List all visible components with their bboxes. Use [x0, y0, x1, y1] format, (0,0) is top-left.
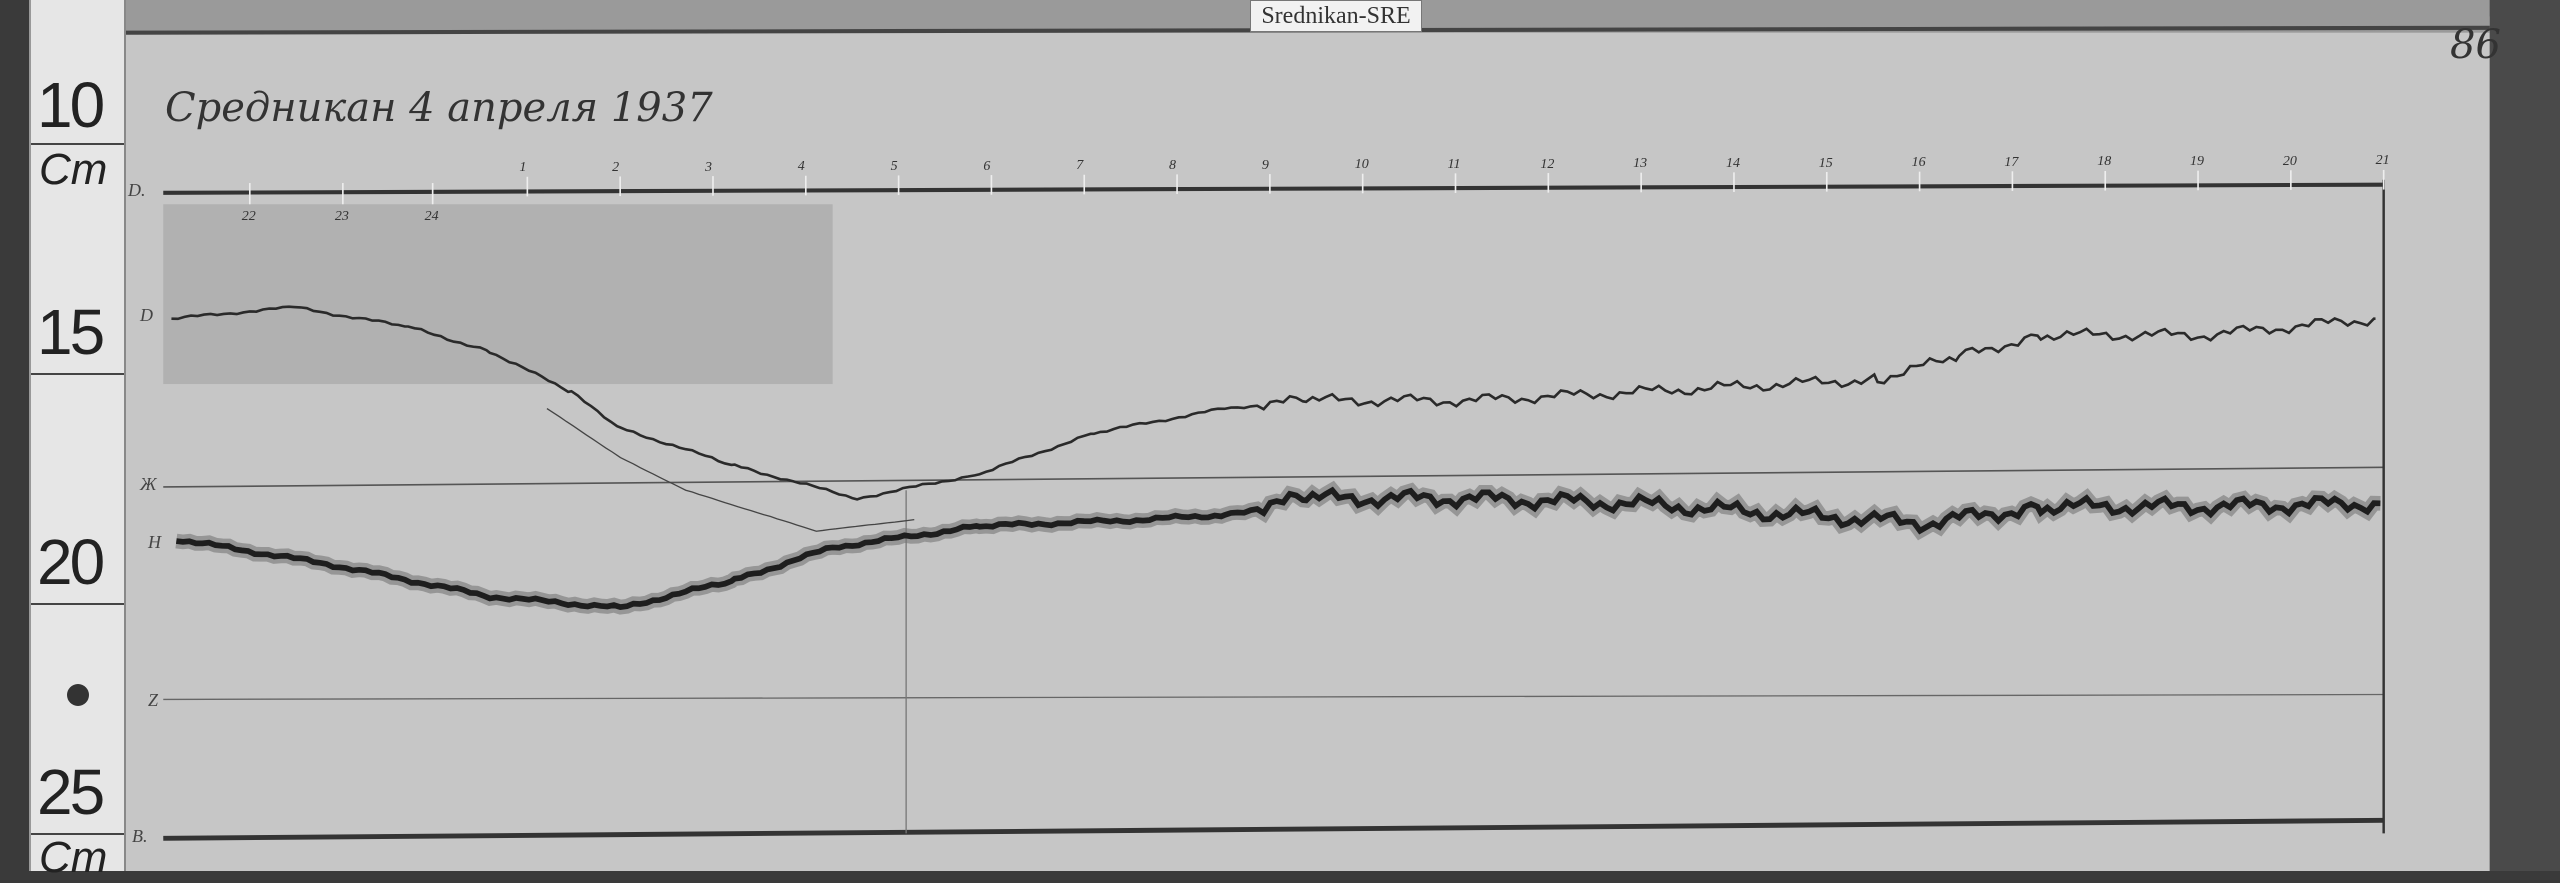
- station-label: Srednikan-SRE: [1250, 0, 1422, 32]
- trace-label: D: [140, 305, 153, 325]
- horizontal-trace: [175, 486, 2381, 610]
- hour-label: 7: [1076, 158, 1084, 174]
- hour-label: 1: [519, 160, 527, 176]
- hour-label: 15: [1818, 155, 1833, 171]
- ruler-hole: [67, 684, 89, 706]
- hour-label: 14: [1725, 155, 1740, 171]
- hour-label: 22: [241, 208, 256, 224]
- hour-label: 12: [1540, 156, 1555, 172]
- ruler: 10 Cm 15 20 25 Cm: [29, 0, 126, 882]
- ruler-line: [31, 143, 124, 145]
- hour-label: 24: [424, 208, 439, 224]
- hour-label: 3: [704, 159, 712, 175]
- ruler-unit: Cm: [39, 833, 108, 882]
- ruler-mark-10: 10: [37, 69, 105, 141]
- hour-label: 11: [1447, 156, 1461, 172]
- trace-label: H: [148, 532, 161, 552]
- hour-label: 2: [612, 159, 620, 175]
- trace-label: D.: [128, 180, 146, 200]
- ruler-mark-20: 20: [37, 526, 105, 598]
- exposure-band: [163, 204, 833, 385]
- hour-label: 13: [1633, 156, 1648, 172]
- declination-trace: [171, 305, 2376, 501]
- trace-label: Ж: [140, 474, 157, 494]
- ruler-unit: Cm: [39, 145, 108, 194]
- hour-label: 6: [983, 158, 991, 174]
- hour-label: 17: [2004, 154, 2019, 170]
- handwritten-title: Средникан 4 апреля 1937: [165, 85, 713, 131]
- baseline-top: [163, 182, 2384, 195]
- hour-label: 19: [2190, 154, 2205, 170]
- hour-label: 16: [1911, 155, 1926, 171]
- hour-label: 21: [2375, 153, 2390, 169]
- hour-label: 10: [1354, 157, 1369, 173]
- baseline-z: [163, 693, 2384, 701]
- hour-label: 9: [1261, 157, 1269, 173]
- hour-label: 20: [2282, 153, 2297, 169]
- ruler-line: [31, 373, 124, 375]
- right-edge: [2489, 0, 2560, 871]
- paper: [122, 16, 2490, 871]
- trace-label: B.: [132, 826, 148, 846]
- hour-label: 8: [1169, 157, 1177, 173]
- trace-label: Z: [148, 690, 159, 710]
- baseline-h: [163, 466, 2384, 488]
- baseline-bottom: [163, 817, 2384, 841]
- hour-label: 23: [334, 208, 349, 224]
- ruler-mark-15: 15: [37, 296, 105, 368]
- ruler-mark-25: 25: [37, 756, 105, 828]
- hour-label: 5: [890, 158, 898, 174]
- thin-trace: [546, 407, 915, 532]
- page-number: 86: [2450, 22, 2501, 68]
- hour-label: 18: [2097, 154, 2112, 170]
- ruler-line: [31, 603, 124, 605]
- hour-label: 4: [797, 159, 805, 175]
- ruler-line: [31, 833, 124, 835]
